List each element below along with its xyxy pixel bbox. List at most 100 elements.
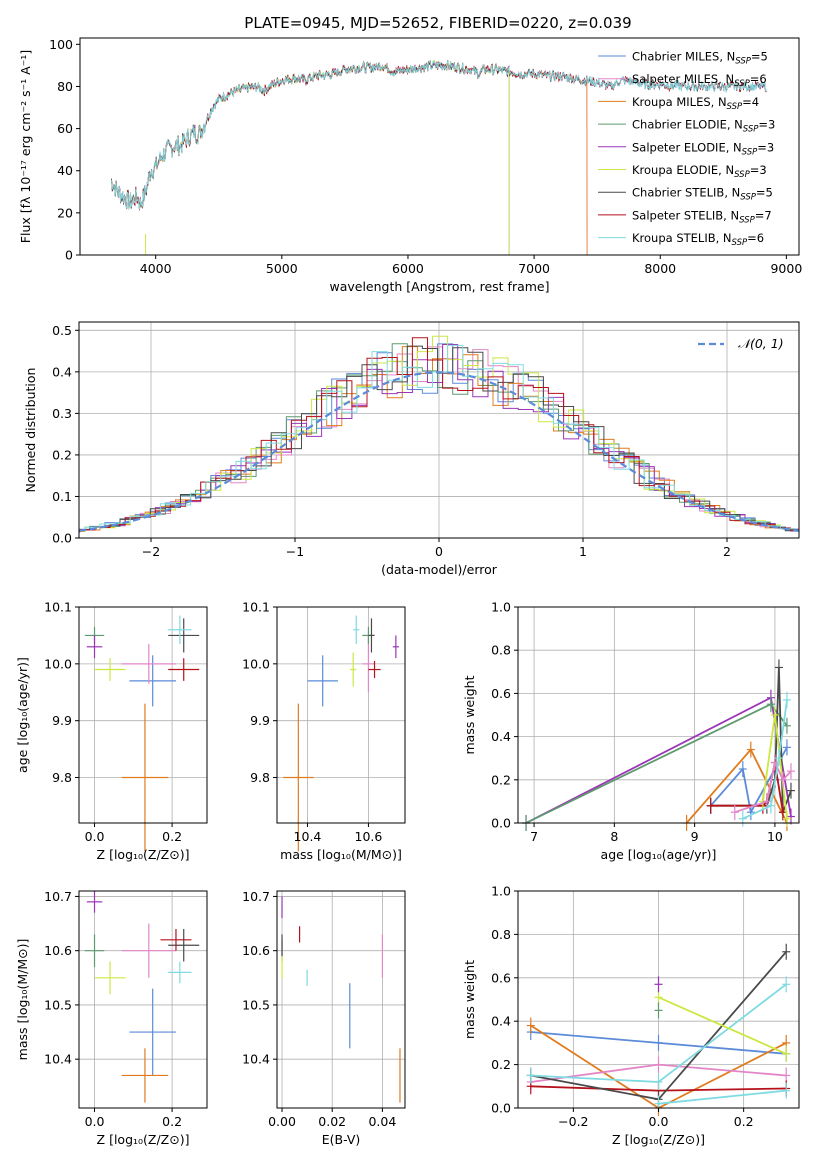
- panel-age_vs_Z: 0.0 0.2 9.8 9.9 10.0 10.1 Z [log₁₀(Z/Z⊙)] age […: [15, 600, 208, 862]
- x-tick-label: 0.00: [268, 1114, 296, 1129]
- histogram-salpeter-stelib: [79, 337, 799, 532]
- errorbar-point-chabrier-miles: [129, 988, 176, 1076]
- y-tick-label: 10.1: [44, 600, 72, 615]
- spectrum-line-kroupa-miles: [111, 59, 588, 255]
- x-tick-label: −0.2: [558, 1114, 588, 1129]
- errorbar-point-chabrier-stelib: [168, 618, 200, 653]
- x-tick-label: 0.0: [85, 1114, 105, 1129]
- legend-label: Chabrier MILES, NSSP=5: [632, 50, 768, 67]
- y-tick-label: 9.9: [52, 713, 72, 728]
- errorbar-point-kroupa-stelib: [353, 615, 360, 644]
- errorbar-point-kroupa-miles: [121, 703, 169, 852]
- x-axis-label: wavelength [Angstrom, rest frame]: [329, 279, 549, 294]
- axes-frame: [79, 37, 800, 256]
- legend-label: Salpeter STELIB, NSSP=7: [632, 208, 772, 225]
- x-axis-label: Z [log₁₀(Z/Z⊙)]: [612, 1132, 705, 1147]
- errorbar-point-kroupa-miles: [121, 1048, 169, 1103]
- x-tick-label: 8000: [644, 261, 676, 276]
- y-tick-label: 0.8: [491, 643, 511, 658]
- legend-text: Kroupa STELIB, N: [632, 231, 732, 245]
- errorbar-point-kroupa-elodie: [94, 658, 126, 681]
- legend-text: Chabrier STELIB, N: [632, 186, 740, 200]
- x-tick-label: 10: [767, 829, 783, 844]
- plot-area: [283, 615, 399, 852]
- y-tick-label: 10.1: [242, 600, 270, 615]
- histogram-salpeter-miles: [79, 346, 799, 533]
- x-tick-label: 2: [723, 544, 731, 559]
- axes-frame: [78, 606, 208, 824]
- y-tick-label: 20: [57, 205, 73, 220]
- errorbar-point-chabrier-miles: [129, 655, 176, 707]
- y-tick-label: 10.7: [242, 889, 270, 904]
- x-axis-label: age [log₁₀(age/yr)]: [601, 847, 717, 862]
- legend-label: Salpeter MILES, NSSP=6: [632, 72, 767, 89]
- x-tick-label: −1: [286, 544, 304, 559]
- spectrum-line-kroupa-elodie: [111, 59, 510, 255]
- spectrum-line-chabrier-elodie: [111, 60, 510, 255]
- errorbar-point-salpeter-elodie: [86, 635, 103, 659]
- y-axis-label: mass weight: [462, 960, 477, 1039]
- x-tick-label: 9000: [770, 261, 802, 276]
- plot-area: [84, 891, 200, 1103]
- x-tick-label: 0: [435, 544, 443, 559]
- panel-mass_vs_EBV: 0.00 0.02 0.04 10.4 10.5 10.6 10.7 E(B-V): [242, 889, 406, 1147]
- x-tick-label: 10.4: [294, 829, 322, 844]
- legend-sub: SSP: [740, 193, 756, 203]
- legend-text: =6: [747, 231, 764, 245]
- y-tick-label: 10.6: [44, 943, 72, 958]
- y-tick-label: 100: [49, 37, 73, 52]
- y-axis-label: age [log₁₀(age/yr)]: [15, 657, 30, 773]
- x-tick-label: 5000: [266, 261, 298, 276]
- normal-curve: [79, 371, 799, 532]
- panel-mass_vs_Z: 0.0 0.2 10.4 10.5 10.6 10.7 Z [log₁₀(Z/Z⊙)] mas…: [15, 889, 208, 1147]
- legend-text: Salpeter ELODIE, N: [632, 140, 742, 154]
- legend-sub: SSP: [734, 170, 750, 180]
- y-tick-label: 0.4: [52, 364, 72, 379]
- legend-text: Chabrier MILES, N: [632, 50, 735, 64]
- x-axis-label: Z [log₁₀(Z/Z⊙)]: [97, 847, 190, 862]
- errorbar-point-chabrier-miles: [307, 655, 338, 707]
- legend-sub: SSP: [743, 125, 759, 135]
- weight-line: [658, 996, 787, 1055]
- y-tick-label: 0.2: [52, 447, 72, 462]
- legend-sub: SSP: [732, 238, 748, 248]
- errorbar-point-chabrier-stelib: [168, 928, 200, 962]
- plot-area: [79, 335, 799, 533]
- plot-area: [111, 59, 767, 255]
- legend-text: =3: [758, 118, 775, 132]
- y-tick-label: 0.2: [491, 772, 511, 787]
- legend-text: =4: [742, 95, 759, 109]
- axes-frame: [276, 890, 406, 1109]
- y-tick-label: 9.8: [52, 770, 72, 785]
- y-tick-label: 0.0: [491, 1101, 511, 1116]
- y-tick-label: 0.4: [491, 729, 511, 744]
- y-tick-label: 0.0: [491, 816, 511, 831]
- errorbar-point-kroupa-elodie: [350, 652, 357, 687]
- y-axis-label: mass [log₁₀(M/M⊙)]: [15, 939, 30, 1061]
- errorbar-point-salpeter-elodie: [86, 891, 103, 913]
- y-tick-label: 0.6: [491, 686, 511, 701]
- legend-text: Kroupa ELODIE, N: [632, 163, 734, 177]
- x-tick-label: 7000: [518, 261, 550, 276]
- y-tick-label: 10.4: [44, 1052, 72, 1067]
- errorbar-point-salpeter-miles: [121, 923, 176, 978]
- y-tick-label: 0.8: [491, 927, 511, 942]
- weight-series-chabrier-elodie: [654, 1002, 663, 1019]
- legend-text: =3: [750, 163, 767, 177]
- legend-label: Chabrier STELIB, NSSP=5: [632, 186, 773, 203]
- spectrum-line-salpeter-elodie: [111, 60, 510, 255]
- y-tick-label: 10.5: [44, 997, 72, 1012]
- legend-sub: SSP: [735, 57, 751, 67]
- legend-text: =5: [751, 50, 768, 64]
- axes-frame: [78, 890, 208, 1109]
- x-tick-label: 8: [610, 829, 618, 844]
- x-axis-label: E(B-V): [322, 1132, 361, 1147]
- weight-line: [710, 746, 788, 815]
- histogram-kroupa-miles: [79, 346, 799, 532]
- y-tick-label: 0.1: [52, 489, 72, 504]
- legend-sub: SSP: [742, 147, 758, 157]
- x-tick-label: 0.2: [162, 829, 182, 844]
- panel-weight_vs_Z: −0.2 0.0 0.2 0.0 0.2 0.4 0.6 0.8 1.0 Z [log₁₀(Z/Z…: [462, 884, 800, 1147]
